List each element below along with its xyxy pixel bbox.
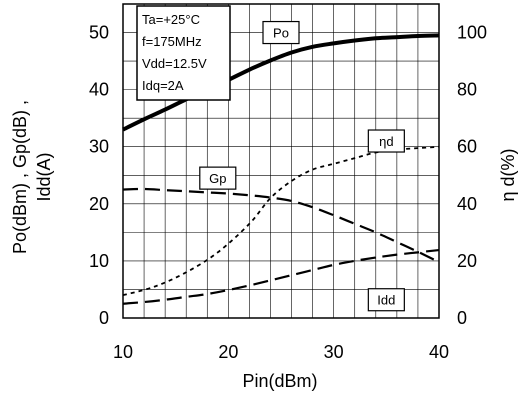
y2-tick-label: 60 [457, 137, 477, 157]
plot-frame [122, 3, 440, 319]
y-tick-label: 30 [89, 137, 109, 157]
y-tick-label: 40 [89, 80, 109, 100]
y-axis-title-line-2: Idd(A) [34, 152, 54, 201]
condition-temperature: Ta=+25°C [142, 12, 200, 27]
grid [123, 4, 439, 318]
x-tick-label: 30 [324, 342, 344, 362]
condition-idq: Idq=2A [142, 78, 184, 93]
x-axis-title: Pin(dBm) [242, 371, 317, 391]
condition-frequency: f=175MHz [142, 34, 202, 49]
conditions-box: Ta=+25°C f=175MHz Vdd=12.5V Idq=2A [136, 5, 231, 101]
x-tick-label: 20 [218, 342, 238, 362]
y2-tick-label: 80 [457, 80, 477, 100]
x-tick-label: 40 [429, 342, 449, 362]
y2-tick-label: 0 [457, 308, 467, 328]
y-tick-label: 50 [89, 23, 109, 43]
series-tags: Po ηd Gp Idd [199, 20, 405, 312]
series-tag-box-idd [367, 288, 405, 312]
y-tick-label: 0 [99, 308, 109, 328]
x-tick-label: 10 [113, 342, 133, 362]
series-line-d [122, 145, 440, 297]
y2-tick-label: 100 [457, 23, 487, 43]
y-tick-label: 10 [89, 251, 109, 271]
condition-vdd: Vdd=12.5V [142, 56, 207, 71]
series-line-po [122, 33, 440, 132]
y2-tick-label: 20 [457, 251, 477, 271]
series-tag-d: ηd [379, 134, 393, 149]
series-tag-idd: Idd [377, 293, 395, 308]
series-tag-box-d [367, 129, 405, 153]
y2-tick-label: 40 [457, 194, 477, 214]
series-line-gp [122, 187, 440, 264]
series-line-idd [122, 248, 440, 305]
y-axis-title-line-1: Po(dBm) , Gp(dB) , [10, 100, 30, 254]
series-tag-box-gp [199, 166, 237, 190]
y2-axis-title: η d(%) [498, 148, 518, 201]
series-tag-gp: Gp [209, 171, 226, 186]
y-tick-label: 20 [89, 194, 109, 214]
series-tag-po: Po [273, 26, 289, 41]
series-tag-box-po [262, 20, 300, 45]
series-layer [122, 33, 440, 305]
